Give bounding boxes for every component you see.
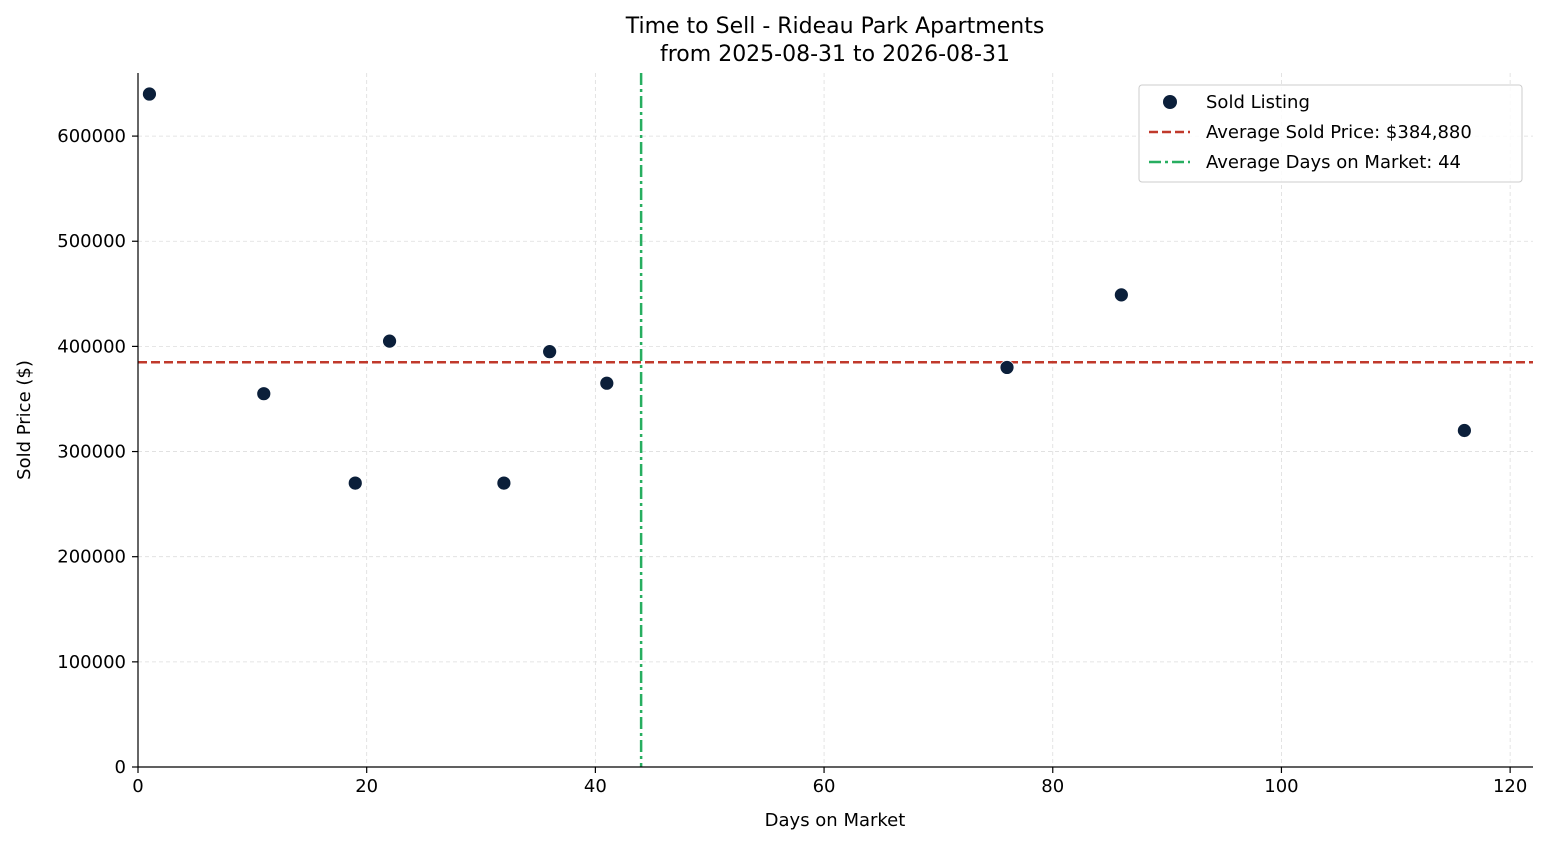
x-tick-label: 40 bbox=[584, 776, 607, 797]
data-point bbox=[142, 86, 157, 102]
legend-label-average-sold-price: Average Sold Price: $384,880 bbox=[1206, 122, 1472, 143]
data-point bbox=[496, 475, 512, 491]
chart-subtitle: from 2025-08-31 to 2026-08-31 bbox=[660, 42, 1010, 67]
legend-label-average-days-on-market: Average Days on Market: 44 bbox=[1206, 152, 1461, 173]
data-point bbox=[382, 333, 397, 349]
data-points bbox=[142, 86, 1472, 491]
x-tick-label: 0 bbox=[132, 776, 143, 797]
data-point bbox=[256, 386, 272, 402]
x-axis-label: Days on Market bbox=[765, 810, 906, 831]
legend: Sold Listing Average Sold Price: $384,88… bbox=[1138, 84, 1523, 183]
reference-lines bbox=[138, 73, 1533, 767]
y-tick-label: 100000 bbox=[57, 652, 126, 673]
y-tick-label: 0 bbox=[115, 757, 126, 778]
legend-label-sold-listing: Sold Listing bbox=[1206, 92, 1310, 113]
y-tick-label: 300000 bbox=[57, 442, 126, 463]
y-axis-label: Sold Price ($) bbox=[14, 360, 35, 480]
legend-marker-sold-listing bbox=[1163, 95, 1177, 109]
data-point bbox=[599, 375, 615, 391]
y-tick-label: 500000 bbox=[57, 231, 126, 252]
chart-title: Time to Sell - Rideau Park Apartments bbox=[625, 14, 1045, 39]
y-tick-label: 400000 bbox=[57, 336, 126, 357]
data-point bbox=[347, 475, 363, 491]
y-tick-label: 200000 bbox=[57, 547, 126, 568]
axes: 0 20 40 60 80 100 120 0 100000 200000 300000 400000… bbox=[57, 73, 1533, 797]
x-tick-label: 20 bbox=[355, 776, 378, 797]
x-tick-label: 100 bbox=[1264, 776, 1298, 797]
x-tick-label: 80 bbox=[1041, 776, 1064, 797]
y-tick-label: 600000 bbox=[57, 126, 126, 147]
data-point bbox=[1456, 423, 1472, 438]
data-point bbox=[999, 360, 1015, 375]
x-tick-label: 60 bbox=[813, 776, 836, 797]
data-point bbox=[1113, 287, 1129, 303]
legend-frame bbox=[1138, 84, 1523, 183]
x-tick-label: 120 bbox=[1493, 776, 1527, 797]
data-point bbox=[542, 344, 558, 360]
